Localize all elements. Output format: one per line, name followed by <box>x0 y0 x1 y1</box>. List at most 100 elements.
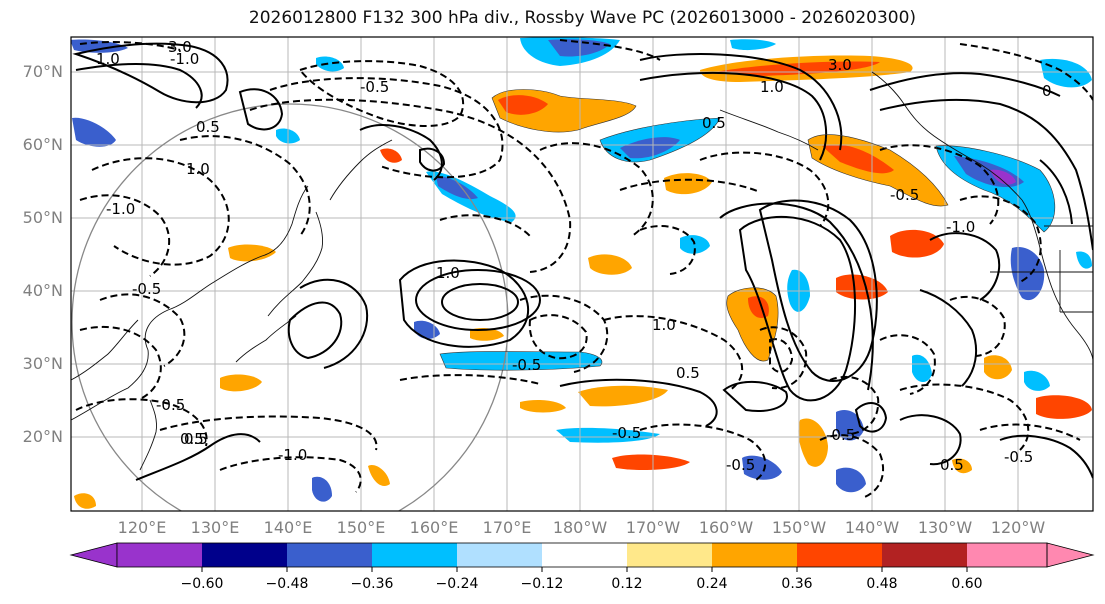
colorbar-tick-label: −0.24 <box>435 576 479 592</box>
colorbar-segment <box>967 543 1047 567</box>
shade-strongest-negative <box>990 169 1016 185</box>
lat-label-20n: 20°N <box>22 427 63 446</box>
shade-negative <box>730 39 776 51</box>
contour-label: -1.0 <box>946 218 975 236</box>
contour-label: -1.0 <box>106 200 135 218</box>
lon-label-140w: 140°W <box>844 518 900 537</box>
shade-negative <box>912 354 932 383</box>
lon-label-150e: 150°E <box>336 518 386 537</box>
contour-label: -0.5 <box>612 424 641 442</box>
lat-label-70n: 70°N <box>22 62 63 81</box>
colorbar <box>69 542 1095 572</box>
lon-label-150w: 150°W <box>771 518 827 537</box>
contour-label: -0.5 <box>890 186 919 204</box>
colorbar-frame <box>116 542 1048 568</box>
contour-label: -0.5 <box>512 356 541 374</box>
map-frame <box>70 36 1094 512</box>
shade-positive <box>470 328 504 341</box>
colorbar-tick-label: −0.12 <box>520 576 564 592</box>
contour-label: -0.5 <box>1004 448 1033 466</box>
shade-positive <box>520 400 566 413</box>
colorbar-segment <box>797 543 882 567</box>
contour-label: 0.5 <box>702 114 726 132</box>
shade-positive <box>74 493 96 509</box>
shade-strong-negative <box>620 137 680 159</box>
coastlines <box>71 71 1093 471</box>
colorbar-tick-label: −0.60 <box>180 576 224 592</box>
contour-label: 0.5 <box>676 364 700 382</box>
contour-label: -0.5 <box>360 78 389 96</box>
shade-negative <box>556 427 660 443</box>
map-title: 2026012800 F132 300 hPa div., Rossby Wav… <box>248 8 917 28</box>
range-circle <box>71 103 509 511</box>
lon-label-170e: 170°E <box>482 518 532 537</box>
lon-label-120w: 120°W <box>990 518 1046 537</box>
shade-strong-positive <box>498 95 548 115</box>
contour-label: 0.5 <box>940 456 964 474</box>
lon-label-130e: 130°E <box>190 518 240 537</box>
colorbar-segment <box>457 543 542 567</box>
lon-label-170w: 170°W <box>625 518 681 537</box>
lon-label-120e: 120°E <box>117 518 167 537</box>
colorbar-extend-high <box>1046 542 1095 568</box>
shade-positive <box>228 244 276 262</box>
lon-label-140e: 140°E <box>263 518 313 537</box>
lat-label-40n: 40°N <box>22 281 63 300</box>
colorbar-segment <box>542 543 627 567</box>
shade-positive <box>1036 395 1092 419</box>
colorbar-segment <box>627 543 712 567</box>
zero-contour-outlines <box>439 89 1056 371</box>
shade-negative <box>836 467 866 493</box>
contour-label: 0.5 <box>196 118 220 136</box>
contour-label: -1.0 <box>170 50 199 68</box>
shade-negative <box>440 351 602 371</box>
shade-strong-positive <box>822 144 894 174</box>
contour-label: 0.5 <box>180 430 204 448</box>
colorbar-tick-label: 0.60 <box>951 576 983 592</box>
colorbar-segment <box>202 543 287 567</box>
colorbar-segment <box>712 543 797 567</box>
map-plot-area <box>71 37 1093 511</box>
colorbar-segment <box>287 543 372 567</box>
contour-label-layer: 3.0 1.0 -1.0 -0.5 0.5 1.0 -1.0 -0.5 0.5 … <box>96 38 1052 474</box>
shade-positive <box>798 418 828 467</box>
colorbar-tick-label: 0.12 <box>611 576 643 592</box>
shade-negative <box>1076 251 1092 269</box>
shade-positive <box>220 374 262 392</box>
lon-label-180w: 180°W <box>552 518 608 537</box>
lat-label-60n: 60°N <box>22 135 63 154</box>
shade-negative <box>742 455 782 480</box>
lat-label-50n: 50°N <box>22 208 63 227</box>
lat-label-30n: 30°N <box>22 354 63 373</box>
contour-label: 1.0 <box>760 78 784 96</box>
contour-label: 1.0 <box>652 316 676 334</box>
colorbar-tick-label: −0.48 <box>265 576 309 592</box>
colorbar-tick-label: 0.48 <box>866 576 898 592</box>
colorbar-tick-label: 0.24 <box>696 576 728 592</box>
contour-label: -0.5 <box>826 426 855 444</box>
negative-contours <box>75 39 1093 499</box>
colorbar-extend-low <box>69 542 118 568</box>
colorbar-tick-label: −0.36 <box>350 576 394 592</box>
shade-positive <box>380 148 402 163</box>
contour-label: -0.5 <box>726 456 755 474</box>
shade-positive <box>890 229 944 258</box>
shade-strong-negative <box>436 176 478 200</box>
contour-label: 3.0 <box>168 38 192 56</box>
colorbar-segment <box>117 543 202 567</box>
shaded-field <box>71 37 1092 509</box>
colorbar-tick-label: 0.36 <box>781 576 813 592</box>
lon-label-130w: 130°W <box>917 518 973 537</box>
shade-negative <box>312 476 332 502</box>
shade-negative <box>1010 246 1045 301</box>
contour-label: 1.0 <box>96 50 120 68</box>
colorbar-ticks <box>201 567 968 572</box>
shade-negative <box>316 56 344 72</box>
contour-label: 1.0 <box>436 264 460 282</box>
contour-label: -0.5 <box>156 396 185 414</box>
shade-positive <box>984 355 1012 380</box>
contour-label: 0.5 <box>184 430 208 448</box>
contour-label: 0 <box>1042 82 1052 100</box>
shade-positive <box>664 173 712 195</box>
